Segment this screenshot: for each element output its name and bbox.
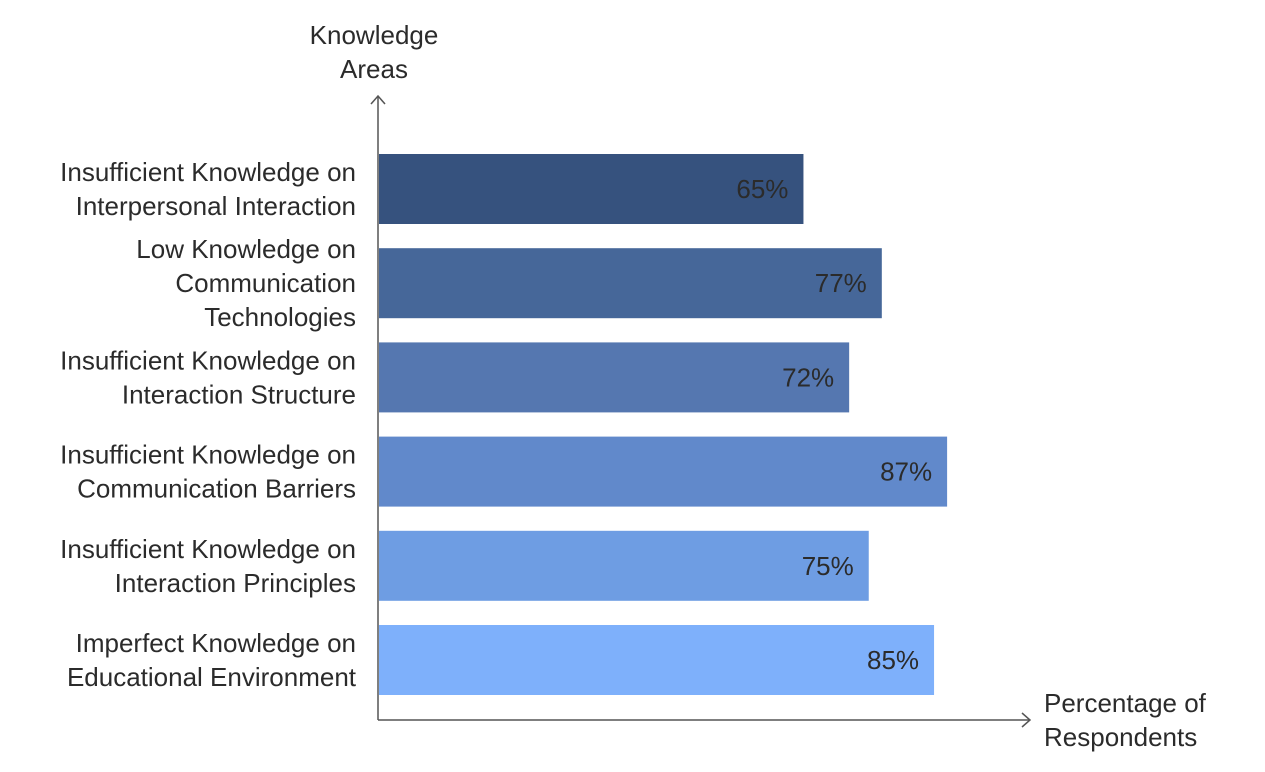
bar-5: [379, 530, 869, 601]
category-label-2: Low Knowledge on Communication Technologie…: [136, 234, 356, 332]
bar-2: [379, 248, 882, 319]
bars-group: [379, 154, 948, 695]
data-label-4: 87%: [880, 457, 932, 487]
category-label-4: Insufficient Knowledge on Communication B…: [60, 440, 356, 504]
data-labels: 65% 77% 72% 87% 75% 85%: [736, 174, 932, 675]
bar-6: [379, 625, 935, 695]
category-label-3: Insufficient Knowledge on Interaction Str…: [60, 345, 356, 409]
bar-1: [379, 154, 804, 224]
x-axis-arrow: [1021, 712, 1032, 728]
category-label-1: Insufficient Knowledge on Interpersonal I…: [60, 157, 356, 221]
x-axis-title: Percentage of Respondents: [1044, 688, 1207, 752]
data-label-2: 77%: [815, 268, 867, 298]
chart-axes: [370, 94, 1032, 728]
y-axis-title: Knowledge Areas: [310, 20, 439, 84]
y-axis-arrow: [370, 94, 386, 105]
category-label-5: Insufficient Knowledge on Interaction Pri…: [60, 534, 356, 598]
category-label-6: Imperfect Knowledge on Educational Enviro…: [67, 628, 357, 692]
data-label-3: 72%: [782, 362, 834, 392]
data-label-1: 65%: [736, 174, 788, 204]
bar-3: [379, 342, 850, 413]
category-labels: Insufficient Knowledge on Interpersonal I…: [60, 157, 357, 692]
bar-4: [379, 436, 948, 507]
data-label-6: 85%: [867, 645, 919, 675]
data-label-5: 75%: [802, 551, 854, 581]
